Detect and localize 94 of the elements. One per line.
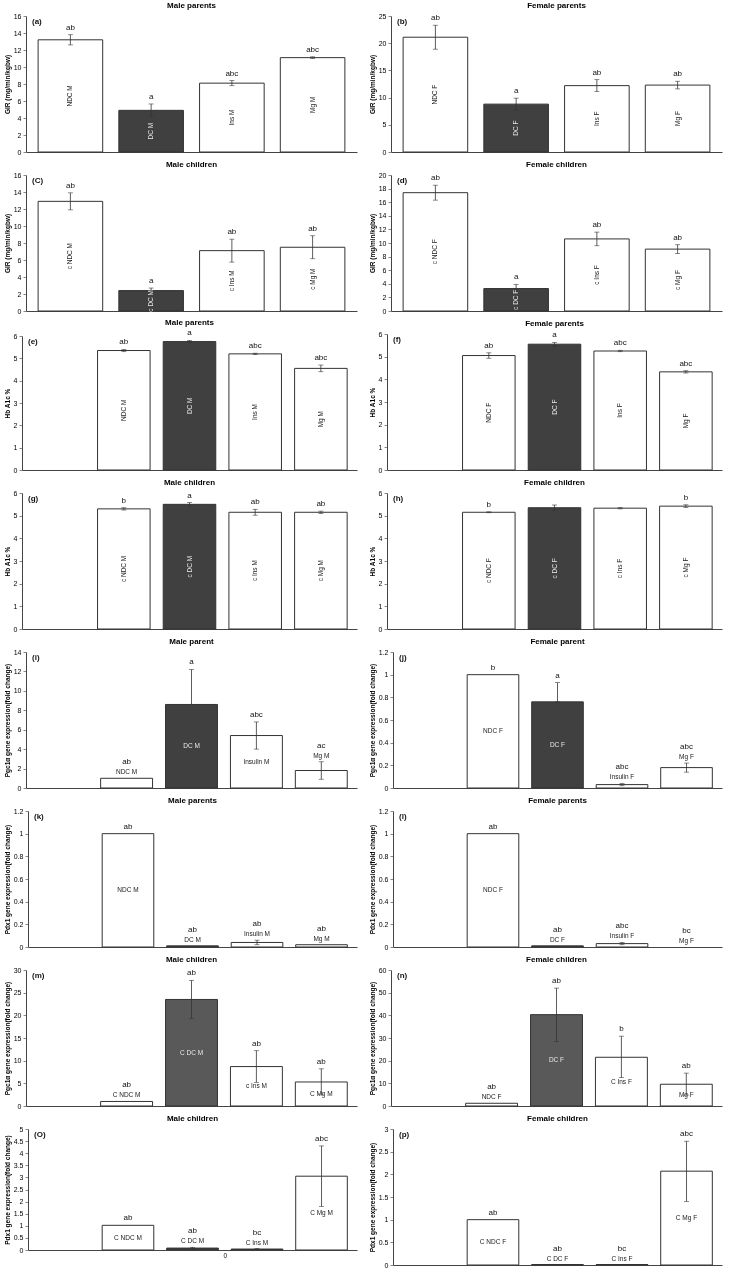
chart-title: Male children [163, 478, 216, 487]
data-label: abc [680, 742, 693, 752]
data-label: ab [317, 923, 327, 933]
data-label: a [555, 670, 561, 680]
chart-title: Female children [526, 955, 588, 964]
data-label: ab [592, 220, 602, 230]
data-label: ab [430, 13, 441, 23]
data-label: bc [617, 1243, 627, 1253]
data-label: ab [123, 821, 133, 831]
annotation: abc [315, 1133, 328, 1143]
data-label: ab [119, 337, 129, 347]
annotation: ab [552, 976, 562, 986]
annotation: (i) [32, 653, 40, 662]
data-label: abc [314, 353, 328, 363]
data-label: ab [123, 1213, 133, 1223]
data-label: ab [488, 821, 498, 831]
data-label: a [513, 272, 519, 282]
data-label: ab [553, 924, 563, 934]
chart-title: Female parents [528, 796, 588, 805]
chart-title: Male parents [168, 796, 218, 805]
data-label: b [121, 495, 127, 505]
annotation: (k) [34, 812, 45, 821]
data-label: ab [250, 497, 261, 507]
data-label: bc [252, 1227, 262, 1237]
data-label: a [513, 86, 519, 96]
data-label: a [187, 328, 193, 338]
data-label: ab [227, 227, 237, 237]
chart-title: Female parent [530, 637, 585, 646]
chart-title: Female parents [525, 319, 585, 328]
data-label: ab [553, 1243, 563, 1253]
data-label: abc [679, 358, 693, 368]
data-label: abc [615, 762, 629, 772]
data-label: ab [187, 968, 197, 978]
data-label: a [187, 490, 193, 500]
data-label: ab [487, 1082, 497, 1092]
annotation: (b) [397, 17, 408, 26]
chart-title: Male parents [167, 1, 217, 10]
data-label: ab [430, 173, 441, 183]
data-label: ab [188, 1226, 198, 1236]
chart-title: Female children [526, 160, 588, 169]
data-label: b [619, 1024, 625, 1034]
data-label: b [486, 499, 492, 509]
annotation: (a) [32, 17, 43, 26]
data-label: abc [613, 338, 627, 348]
chart-title: Male children [166, 1114, 219, 1123]
annotation: (j) [399, 653, 407, 662]
chart-title: Male parents [165, 318, 215, 328]
data-label: abc [615, 921, 629, 931]
annotation: (O) [34, 1130, 46, 1139]
data-label: ab [488, 1207, 498, 1217]
data-label: a [552, 330, 558, 340]
data-label: ab [673, 232, 683, 242]
text: bc [682, 926, 691, 935]
data-label: ab [122, 1080, 132, 1090]
data-label: ab [673, 69, 683, 79]
data-label: ab [316, 499, 326, 509]
annotation: (p) [399, 1130, 410, 1139]
chart-title: Female children [527, 1114, 589, 1123]
data-label: abc [225, 68, 239, 78]
annotation: (d) [397, 176, 408, 185]
annotation: (C) [32, 176, 44, 185]
chart-title: Male parent [169, 637, 215, 646]
annotation: (l) [399, 812, 407, 821]
data-label: ab [252, 919, 263, 929]
chart-title: Male children [165, 955, 218, 964]
data-label: ab [308, 223, 318, 233]
data-label: abc [249, 709, 263, 719]
data-label: abc [248, 341, 262, 351]
data-label: a [148, 91, 154, 101]
data-label: b [683, 492, 689, 502]
data-label: ab [681, 1061, 692, 1071]
data-label: abc [306, 44, 320, 54]
annotation: (f) [393, 335, 402, 344]
annotation: (g) [28, 494, 39, 503]
annotation: a [189, 657, 195, 667]
annotation: (n) [397, 971, 408, 980]
annotation: (h) [393, 494, 404, 503]
annotation: (e) [28, 337, 39, 346]
data-label: b [490, 662, 496, 672]
annotation: abc [680, 1129, 693, 1139]
data-label: ab [251, 1038, 262, 1048]
data-label: ab [65, 22, 76, 32]
chart-title: Female children [524, 478, 586, 487]
data-label: ab [316, 1056, 327, 1066]
data-label: ab [65, 180, 76, 190]
data-label: ac [317, 740, 326, 750]
data-label: ab [592, 67, 602, 77]
data-label: ab [188, 924, 198, 934]
chart-title: Female parents [527, 1, 587, 10]
data-label: ab [122, 757, 132, 767]
annotation: (m) [32, 971, 45, 980]
data-label: ab [484, 340, 494, 350]
chart-title: Male children [165, 160, 218, 169]
data-label: a [148, 276, 154, 286]
